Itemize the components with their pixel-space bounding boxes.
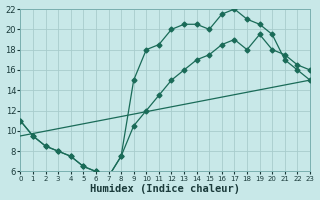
X-axis label: Humidex (Indice chaleur): Humidex (Indice chaleur) <box>90 184 240 194</box>
